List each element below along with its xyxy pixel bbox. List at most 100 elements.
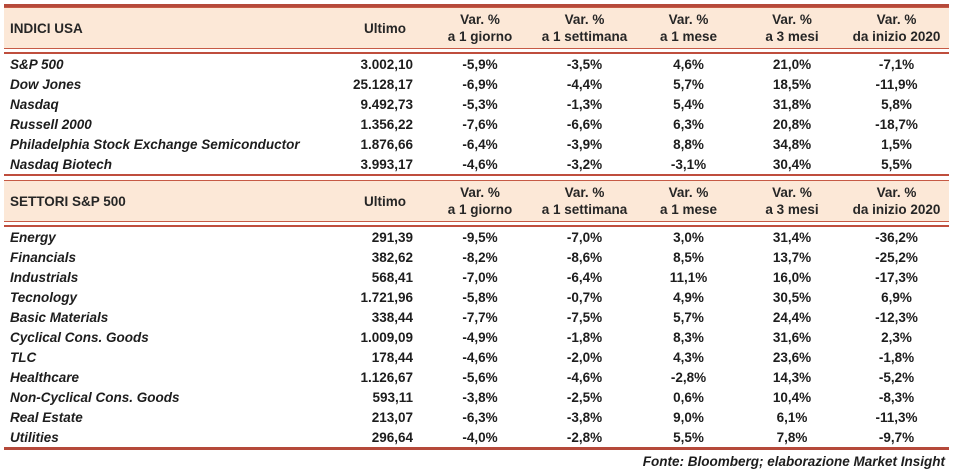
market-table: INDICI USA Ultimo Var. % a 1 giorno Var.… xyxy=(4,7,949,450)
var-1-giorno-value: -9,5% xyxy=(462,229,498,245)
var-column-header-line1: Var. % xyxy=(876,185,917,200)
var-column-header-line1: Var. % xyxy=(564,12,605,27)
ultimo-value: 3.002,10 xyxy=(360,56,413,72)
indici-usa-rows: S&P 500 3.002,10 -5,9% -3,5% 4,6% 21,0% … xyxy=(4,54,949,176)
indici-usa-header-row: INDICI USA Ultimo Var. % a 1 giorno Var.… xyxy=(4,7,949,49)
var-column-header-line2: a 1 settimana xyxy=(541,202,628,217)
var-column-header-line1: Var. % xyxy=(668,12,709,27)
var-3-mesi-value: 31,6% xyxy=(772,329,812,345)
row-name: Healthcare xyxy=(10,369,80,385)
var-1-giorno-value: -7,7% xyxy=(462,309,498,325)
table-row: Nasdaq 9.492,73 -5,3% -1,3% 5,4% 31,8% 5… xyxy=(4,94,949,114)
var-1-settimana-value: -1,8% xyxy=(566,329,603,345)
table-row: S&P 500 3.002,10 -5,9% -3,5% 4,6% 21,0% … xyxy=(4,54,949,74)
var-1-settimana-value: -6,4% xyxy=(566,269,603,285)
var-1-giorno-value: -5,6% xyxy=(462,369,498,385)
ultimo-column-header: Ultimo xyxy=(342,180,428,222)
var-column-header-line1: Var. % xyxy=(772,185,812,200)
var-column-header: Var. % a 1 mese xyxy=(637,180,740,222)
var-column-header: Var. % a 1 mese xyxy=(637,7,740,49)
var-inizio-2020-value: 6,9% xyxy=(881,289,912,305)
var-1-giorno-value: -4,6% xyxy=(428,154,532,176)
var-inizio-2020-value: -17,3% xyxy=(875,269,918,285)
var-inizio-2020-value: -8,3% xyxy=(878,389,915,405)
var-inizio-2020-value: -12,3% xyxy=(875,309,918,325)
var-1-mese-value: 5,5% xyxy=(637,427,740,450)
var-3-mesi-value: 30,5% xyxy=(772,289,812,305)
table-row: Dow Jones 25.128,17 -6,9% -4,4% 5,7% 18,… xyxy=(4,74,949,94)
var-column-header-line2: a 1 mese xyxy=(659,202,718,217)
var-column-header-line1: Var. % xyxy=(460,12,500,27)
var-1-mese-value: 4,3% xyxy=(673,349,704,365)
var-1-giorno-value: -6,3% xyxy=(462,409,498,425)
var-column-header-line2: a 1 mese xyxy=(659,29,718,44)
row-name: Energy xyxy=(10,229,56,245)
row-name: Nasdaq xyxy=(10,96,59,112)
row-name: Philadelphia Stock Exchange Semiconducto… xyxy=(10,136,300,152)
settori-header-row: SETTORI S&P 500 Ultimo Var. % a 1 giorno… xyxy=(4,180,949,222)
rule-row xyxy=(4,49,949,54)
ultimo-value: 25.128,17 xyxy=(352,76,413,92)
var-column-header-line1: Var. % xyxy=(876,12,917,27)
var-inizio-2020-value: -1,8% xyxy=(878,349,915,365)
var-inizio-2020-value: -7,1% xyxy=(878,56,915,72)
var-1-mese-value: 9,0% xyxy=(673,409,704,425)
var-1-mese-value: 5,7% xyxy=(673,76,704,92)
var-column-header-line1: Var. % xyxy=(460,185,500,200)
ultimo-value: 296,64 xyxy=(342,427,428,450)
ultimo-value: 338,44 xyxy=(371,309,413,325)
var-inizio-2020-value: -25,2% xyxy=(875,249,918,265)
ultimo-value: 568,41 xyxy=(371,269,413,285)
var-3-mesi-value: 13,7% xyxy=(772,249,812,265)
var-column-header-line1: Var. % xyxy=(564,185,605,200)
var-inizio-2020-value: 5,5% xyxy=(844,154,949,176)
var-1-mese-value: 11,1% xyxy=(669,269,708,285)
settori-header: SETTORI S&P 500 Ultimo Var. % a 1 giorno… xyxy=(4,180,949,222)
var-3-mesi-value: 10,4% xyxy=(772,389,812,405)
var-1-giorno-value: -4,0% xyxy=(428,427,532,450)
var-column-header-line2: da inizio 2020 xyxy=(852,202,941,217)
var-inizio-2020-value: -9,7% xyxy=(844,427,949,450)
var-1-giorno-value: -3,8% xyxy=(462,389,498,405)
var-1-mese-value: 4,6% xyxy=(673,56,704,72)
var-3-mesi-value: 23,6% xyxy=(772,349,812,365)
ultimo-value: 178,44 xyxy=(371,349,413,365)
row-name: Non-Cyclical Cons. Goods xyxy=(10,389,180,405)
var-1-settimana-value: -6,6% xyxy=(566,116,603,132)
ultimo-value: 1.009,09 xyxy=(360,329,413,345)
ultimo-value: 213,07 xyxy=(371,409,413,425)
var-inizio-2020-value: 1,5% xyxy=(881,136,912,152)
var-1-mese-value: 8,8% xyxy=(673,136,704,152)
var-inizio-2020-value: 2,3% xyxy=(881,329,912,345)
market-table-wrapper: INDICI USA Ultimo Var. % a 1 giorno Var.… xyxy=(4,4,949,450)
var-1-settimana-value: -3,2% xyxy=(532,154,637,176)
ultimo-value: 1.721,96 xyxy=(360,289,413,305)
table-row: Nasdaq Biotech 3.993,17 -4,6% -3,2% -3,1… xyxy=(4,154,949,176)
var-column-header: Var. % a 1 settimana xyxy=(532,180,637,222)
var-column-header-line1: Var. % xyxy=(668,185,709,200)
table-row: Utilities 296,64 -4,0% -2,8% 5,5% 7,8% -… xyxy=(4,427,949,450)
var-1-giorno-value: -8,2% xyxy=(462,249,498,265)
var-1-settimana-value: -4,4% xyxy=(566,76,603,92)
section-title-settori: SETTORI S&P 500 xyxy=(4,180,342,222)
ultimo-value: 1.876,66 xyxy=(360,136,413,152)
var-column-header-line2: da inizio 2020 xyxy=(852,29,941,44)
var-1-settimana-value: -3,9% xyxy=(566,136,603,152)
var-1-settimana-value: -7,5% xyxy=(566,309,603,325)
row-name: Financials xyxy=(10,249,77,265)
table-row: Cyclical Cons. Goods 1.009,09 -4,9% -1,8… xyxy=(4,327,949,347)
var-1-giorno-value: -4,6% xyxy=(462,349,498,365)
var-inizio-2020-value: -18,7% xyxy=(875,116,918,132)
var-1-settimana-value: -0,7% xyxy=(566,289,603,305)
var-1-giorno-value: -6,4% xyxy=(462,136,498,152)
table-row: Basic Materials 338,44 -7,7% -7,5% 5,7% … xyxy=(4,307,949,327)
var-3-mesi-value: 7,8% xyxy=(740,427,844,450)
var-column-header-line2: a 1 giorno xyxy=(447,202,513,217)
table-row: TLC 178,44 -4,6% -2,0% 4,3% 23,6% -1,8% xyxy=(4,347,949,367)
rule-row xyxy=(4,222,949,227)
var-1-mese-value: 5,7% xyxy=(673,309,704,325)
row-name: S&P 500 xyxy=(10,56,64,72)
var-1-mese-value: 5,4% xyxy=(673,96,704,112)
var-column-header-line2: a 3 mesi xyxy=(765,29,819,44)
var-column-header: Var. % a 3 mesi xyxy=(740,180,844,222)
